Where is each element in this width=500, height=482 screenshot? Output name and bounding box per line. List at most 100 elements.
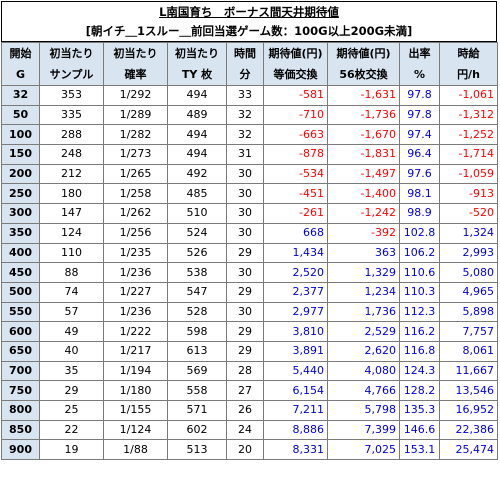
table-cell: 200 bbox=[1, 163, 40, 185]
table-cell: 850 bbox=[1, 419, 40, 441]
table-cell: 1/180 bbox=[103, 380, 168, 401]
table-cell: 513 bbox=[167, 439, 227, 461]
table-cell: 750 bbox=[1, 380, 40, 401]
table-cell: 50 bbox=[1, 104, 40, 126]
table-cell: -878 bbox=[263, 144, 328, 165]
table-cell: -1,252 bbox=[439, 124, 498, 146]
table-cell: 524 bbox=[167, 222, 227, 244]
table-row: 450 88 1/236 538 30 2,520 1,329 110.6 5,080 bbox=[1, 262, 498, 283]
table-cell: 4,080 bbox=[327, 360, 400, 382]
table-cell: 32 bbox=[226, 104, 264, 126]
table-cell: 335 bbox=[39, 104, 104, 126]
column-header-bottom: G bbox=[1, 64, 40, 86]
table-row: 800 25 1/155 571 26 7,211 5,798 135.3 16,952 bbox=[1, 400, 498, 421]
table-cell: 11,667 bbox=[439, 360, 498, 382]
table-cell: 2,620 bbox=[327, 340, 400, 362]
column-header-top: 時間 bbox=[226, 42, 264, 64]
table-cell: 485 bbox=[167, 183, 227, 205]
page-subtitle: [朝イチ＿1スルー＿前回当選ゲーム数：100G以上200G未満] bbox=[85, 24, 413, 38]
column-header-bottom: 分 bbox=[226, 64, 264, 86]
table-cell: 16,952 bbox=[439, 400, 498, 421]
table-cell: 547 bbox=[167, 281, 227, 303]
table-cell: 353 bbox=[39, 85, 104, 106]
table-cell: 1/124 bbox=[103, 419, 168, 441]
table-cell: 350 bbox=[1, 222, 40, 244]
table-cell: 150 bbox=[1, 144, 40, 165]
table-cell: 29 bbox=[39, 380, 104, 401]
table-cell: -663 bbox=[263, 124, 328, 146]
table-cell: -451 bbox=[263, 183, 328, 205]
table-cell: 30 bbox=[226, 163, 264, 185]
table-row: 850 22 1/124 602 24 8,886 7,399 146.6 22,386 bbox=[1, 419, 498, 441]
table-cell: 146.6 bbox=[399, 419, 440, 441]
column-header-top: 開始 bbox=[1, 42, 40, 64]
table-cell: -1,831 bbox=[327, 144, 400, 165]
table-cell: 31 bbox=[226, 144, 264, 165]
table-row: 100 288 1/282 494 32 -663 -1,670 97.4 -1,252 bbox=[1, 124, 498, 146]
table-cell: 1/235 bbox=[103, 242, 168, 264]
table-row: 200 212 1/265 492 30 -534 -1,497 97.6 -1,059 bbox=[1, 163, 498, 185]
table-cell: 4,766 bbox=[327, 380, 400, 401]
table-cell: 526 bbox=[167, 242, 227, 264]
table-cell: 24 bbox=[226, 419, 264, 441]
table-cell: 1,329 bbox=[327, 262, 400, 283]
table-cell: 1,324 bbox=[439, 222, 498, 244]
table-cell: -581 bbox=[263, 85, 328, 106]
column-header-top: 期待値(円) bbox=[327, 42, 400, 64]
table-cell: 400 bbox=[1, 242, 40, 264]
table-cell: -261 bbox=[263, 203, 328, 224]
column-header-top: 初当たり bbox=[103, 42, 168, 64]
table-cell: 1,736 bbox=[327, 301, 400, 323]
column-header-top: 時給 bbox=[439, 42, 498, 64]
table-cell: 250 bbox=[1, 183, 40, 205]
table-cell: 538 bbox=[167, 262, 227, 283]
table-cell: 1/222 bbox=[103, 321, 168, 342]
table-cell: 5,898 bbox=[439, 301, 498, 323]
table-cell: -1,736 bbox=[327, 104, 400, 126]
table-cell: 600 bbox=[1, 321, 40, 342]
table-cell: -1,631 bbox=[327, 85, 400, 106]
table-cell: 22 bbox=[39, 419, 104, 441]
table-cell: 8,886 bbox=[263, 419, 328, 441]
table-cell: 1,234 bbox=[327, 281, 400, 303]
table-cell: 135.3 bbox=[399, 400, 440, 421]
table-cell: 571 bbox=[167, 400, 227, 421]
table-cell: 2,977 bbox=[263, 301, 328, 323]
table-cell: 30 bbox=[226, 222, 264, 244]
table-cell: 30 bbox=[226, 203, 264, 224]
column-header-top: 初当たり bbox=[167, 42, 227, 64]
table-cell: 1/292 bbox=[103, 85, 168, 106]
table-cell: -520 bbox=[439, 203, 498, 224]
page-title: L南国育ち ボーナス間天井期待値 bbox=[159, 5, 339, 19]
table-row: 700 35 1/194 569 28 5,440 4,080 124.3 11,667 bbox=[1, 360, 498, 382]
table-cell: 97.6 bbox=[399, 163, 440, 185]
table-row: 600 49 1/222 598 29 3,810 2,529 116.2 7,757 bbox=[1, 321, 498, 342]
table-cell: 35 bbox=[39, 360, 104, 382]
table-cell: 8,331 bbox=[263, 439, 328, 461]
table-cell: 128.2 bbox=[399, 380, 440, 401]
table-cell: 100 bbox=[1, 124, 40, 146]
table-cell: 180 bbox=[39, 183, 104, 205]
table-cell: 700 bbox=[1, 360, 40, 382]
table-cell: 1/88 bbox=[103, 439, 168, 461]
table-cell: 668 bbox=[263, 222, 328, 244]
table-row: 650 40 1/217 613 29 3,891 2,620 116.8 8,061 bbox=[1, 340, 498, 362]
table-cell: 29 bbox=[226, 281, 264, 303]
table-cell: 110 bbox=[39, 242, 104, 264]
table-cell: 1/155 bbox=[103, 400, 168, 421]
column-header-top: 初当たり bbox=[39, 42, 104, 64]
table-cell: 1/258 bbox=[103, 183, 168, 205]
table-cell: -1,670 bbox=[327, 124, 400, 146]
table-cell: 494 bbox=[167, 85, 227, 106]
column-header-bottom: 確率 bbox=[103, 64, 168, 86]
expected-value-table: 開始 初当たり 初当たり 初当たり 時間 期待値(円) 期待値(円) 出率 時給 G サンプル 確率… bbox=[1, 42, 498, 461]
table-cell: 558 bbox=[167, 380, 227, 401]
table-cell: -1,400 bbox=[327, 183, 400, 205]
table-cell: 57 bbox=[39, 301, 104, 323]
column-header-bottom: 円/h bbox=[439, 64, 498, 86]
table-cell: 29 bbox=[226, 340, 264, 362]
table-cell: 1/236 bbox=[103, 301, 168, 323]
table-cell: 29 bbox=[226, 242, 264, 264]
table-cell: 569 bbox=[167, 360, 227, 382]
table-cell: 102.8 bbox=[399, 222, 440, 244]
